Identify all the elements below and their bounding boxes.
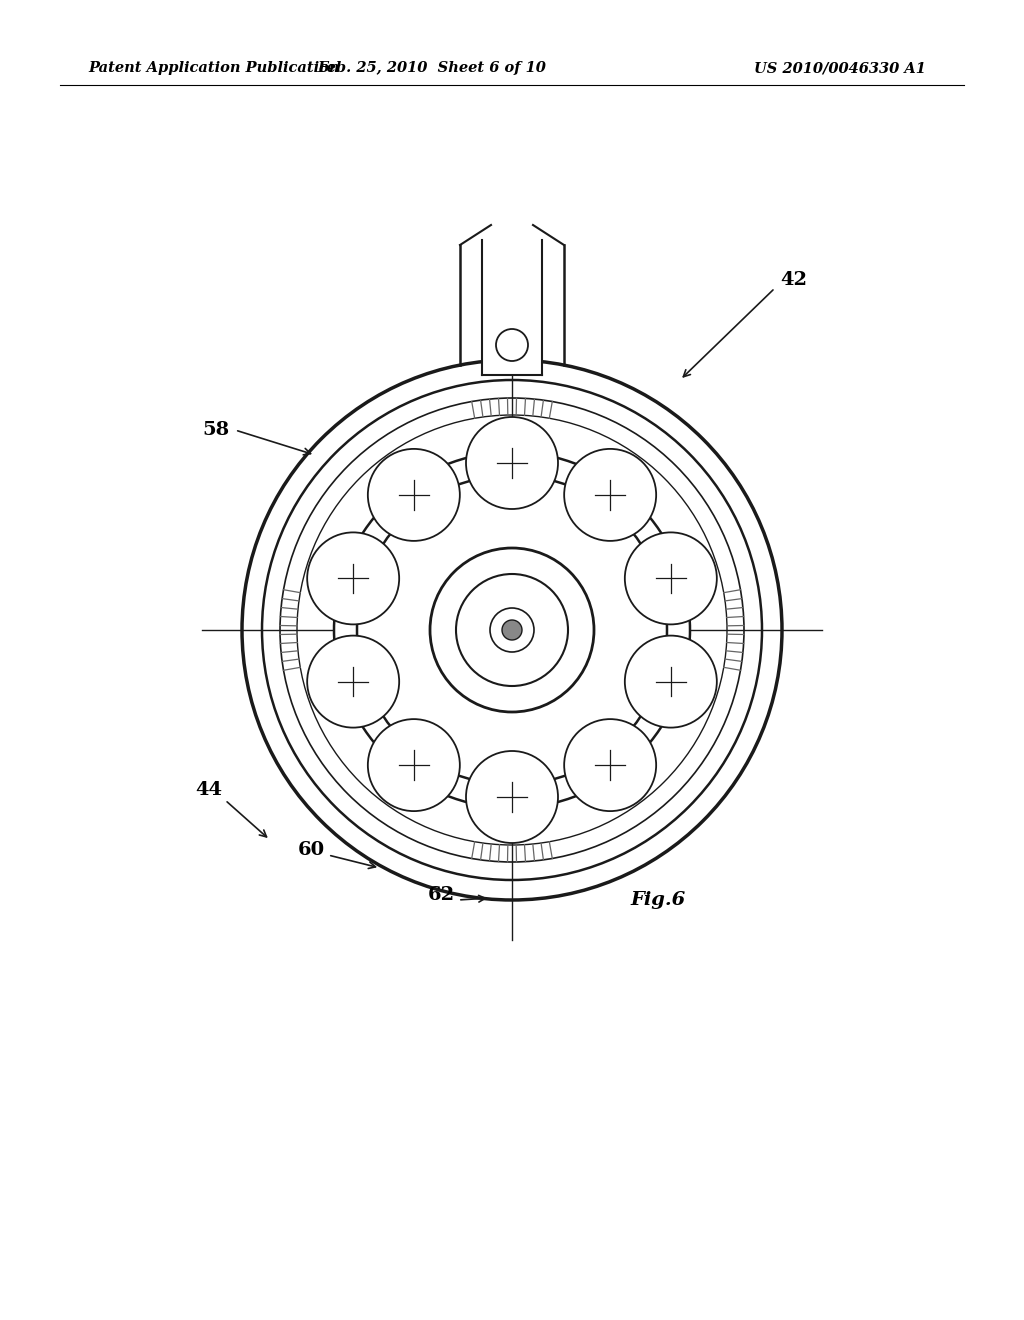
Circle shape bbox=[368, 719, 460, 810]
Text: 62: 62 bbox=[428, 886, 455, 904]
Text: 58: 58 bbox=[203, 421, 230, 440]
Circle shape bbox=[564, 449, 656, 541]
Circle shape bbox=[307, 636, 399, 727]
Circle shape bbox=[466, 751, 558, 843]
Circle shape bbox=[357, 475, 667, 785]
Text: 42: 42 bbox=[780, 271, 807, 289]
Circle shape bbox=[496, 329, 528, 360]
Text: 44: 44 bbox=[195, 781, 222, 799]
Circle shape bbox=[334, 451, 690, 808]
Circle shape bbox=[368, 449, 460, 541]
Text: US 2010/0046330 A1: US 2010/0046330 A1 bbox=[754, 61, 926, 75]
Circle shape bbox=[625, 636, 717, 727]
Text: Feb. 25, 2010  Sheet 6 of 10: Feb. 25, 2010 Sheet 6 of 10 bbox=[317, 61, 547, 75]
Circle shape bbox=[502, 620, 522, 640]
Circle shape bbox=[456, 574, 568, 686]
Text: 60: 60 bbox=[298, 841, 326, 859]
Text: Fig.6: Fig.6 bbox=[630, 891, 685, 909]
Circle shape bbox=[625, 532, 717, 624]
Circle shape bbox=[242, 360, 782, 900]
Circle shape bbox=[466, 417, 558, 510]
Circle shape bbox=[564, 719, 656, 810]
Circle shape bbox=[307, 532, 399, 624]
Circle shape bbox=[430, 548, 594, 711]
Text: Patent Application Publication: Patent Application Publication bbox=[88, 61, 340, 75]
Circle shape bbox=[490, 609, 534, 652]
FancyBboxPatch shape bbox=[483, 240, 541, 374]
